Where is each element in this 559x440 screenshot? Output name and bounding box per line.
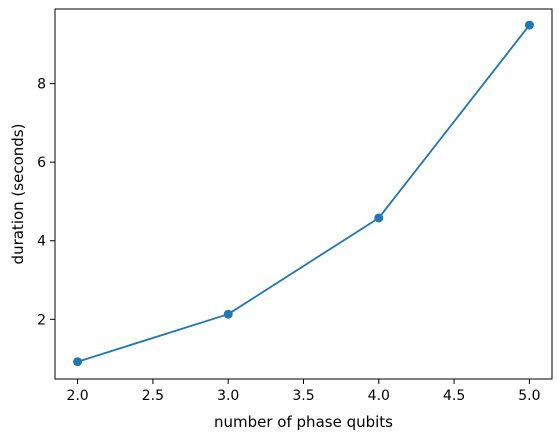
x-tick-label: 5.0 — [518, 388, 540, 404]
x-tick-label: 2.5 — [142, 388, 164, 404]
y-tick-label: 4 — [37, 234, 46, 250]
x-axis: 2.0 2.5 3.0 3.5 4.0 4.5 5.0 — [66, 379, 541, 404]
x-tick-label: 2.0 — [66, 388, 88, 404]
x-axis-label: number of phase qubits — [214, 413, 393, 431]
series-line — [77, 24, 531, 363]
data-point — [73, 357, 83, 367]
data-point — [524, 20, 534, 30]
y-tick-label: 6 — [37, 155, 46, 171]
x-tick-label: 4.0 — [368, 388, 390, 404]
x-tick-label: 4.5 — [443, 388, 465, 404]
x-tick-label: 3.5 — [292, 388, 314, 404]
y-axis-label: duration (seconds) — [9, 124, 27, 265]
data-point — [223, 309, 233, 319]
y-tick-label: 2 — [37, 312, 46, 328]
data-point — [374, 213, 384, 223]
y-axis: 2 4 6 8 — [37, 77, 55, 328]
y-tick-label: 8 — [37, 77, 46, 93]
plot-area — [73, 20, 534, 367]
x-tick-label: 3.0 — [217, 388, 239, 404]
